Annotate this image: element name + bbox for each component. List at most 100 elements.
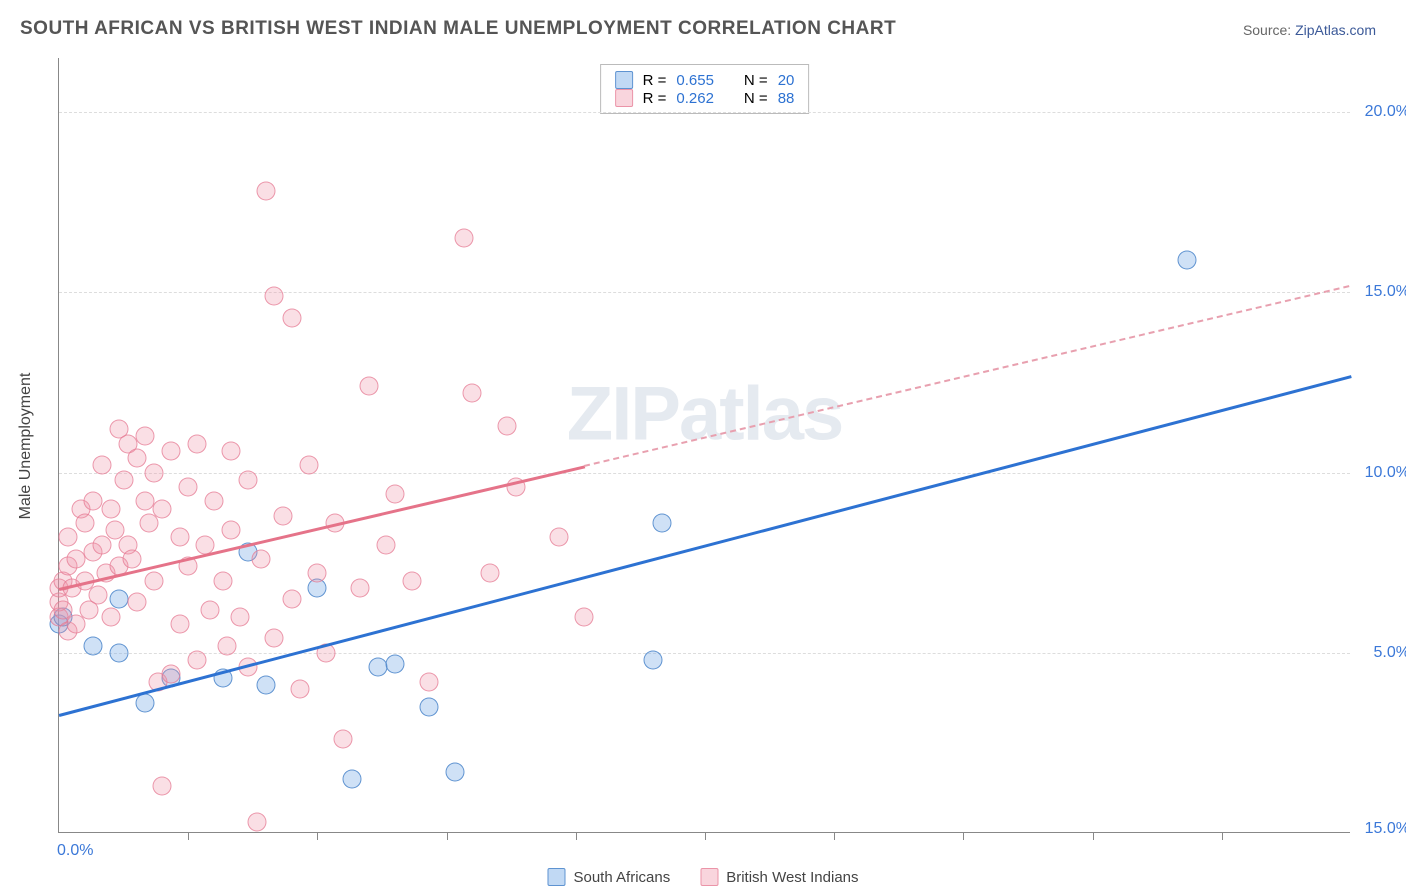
data-point <box>454 229 473 248</box>
data-point <box>114 470 133 489</box>
y-tick-label: 20.0% <box>1365 103 1406 121</box>
source-link[interactable]: ZipAtlas.com <box>1295 22 1376 38</box>
y-tick-label: 10.0% <box>1365 464 1406 482</box>
data-point <box>273 506 292 525</box>
data-point <box>93 456 112 475</box>
r-label: R = <box>643 72 667 89</box>
swatch-blue-icon <box>615 71 633 89</box>
data-point <box>153 777 172 796</box>
r-value-pink: 0.262 <box>676 90 714 107</box>
data-point <box>84 636 103 655</box>
data-point <box>420 672 439 691</box>
data-point <box>127 449 146 468</box>
x-tick <box>1222 832 1223 840</box>
r-value-blue: 0.655 <box>676 72 714 89</box>
data-point <box>200 600 219 619</box>
source-attribution: Source: ZipAtlas.com <box>1243 22 1376 38</box>
data-point <box>403 571 422 590</box>
data-point <box>480 564 499 583</box>
data-point <box>652 514 671 533</box>
data-point <box>282 308 301 327</box>
data-point <box>101 607 120 626</box>
data-point <box>136 694 155 713</box>
data-point <box>291 679 310 698</box>
n-value-blue: 20 <box>778 72 795 89</box>
data-point <box>187 650 206 669</box>
data-point <box>360 377 379 396</box>
data-point <box>463 384 482 403</box>
data-point <box>308 564 327 583</box>
data-point <box>446 762 465 781</box>
data-point <box>144 571 163 590</box>
data-point <box>385 485 404 504</box>
data-point <box>179 477 198 496</box>
data-point <box>230 607 249 626</box>
x-tick <box>188 832 189 840</box>
data-point <box>497 416 516 435</box>
r-label: R = <box>643 90 667 107</box>
legend-row-pink: R = 0.262 N = 88 <box>615 89 795 107</box>
data-point <box>342 769 361 788</box>
data-point <box>127 593 146 612</box>
data-point <box>170 614 189 633</box>
data-point <box>368 658 387 677</box>
data-point <box>265 286 284 305</box>
swatch-pink-icon <box>700 868 718 886</box>
data-point <box>136 492 155 511</box>
source-label: Source: <box>1243 22 1291 38</box>
x-tick <box>317 832 318 840</box>
grid-line <box>59 653 1350 654</box>
x-tick <box>705 832 706 840</box>
n-value-pink: 88 <box>778 90 795 107</box>
data-point <box>101 499 120 518</box>
legend-row-blue: R = 0.655 N = 20 <box>615 71 795 89</box>
data-point <box>213 571 232 590</box>
data-point <box>334 730 353 749</box>
data-point <box>170 528 189 547</box>
data-point <box>222 521 241 540</box>
y-axis-title: Male Unemployment <box>17 373 35 520</box>
plot-area: ZIPatlas R = 0.655 N = 20 R = 0.262 N = … <box>58 58 1350 833</box>
data-point <box>282 589 301 608</box>
data-point <box>144 463 163 482</box>
legend-item-south-africans: South Africans <box>547 868 670 886</box>
series-legend: South Africans British West Indians <box>547 868 858 886</box>
chart-title: SOUTH AFRICAN VS BRITISH WEST INDIAN MAL… <box>20 18 896 40</box>
correlation-legend-box: R = 0.655 N = 20 R = 0.262 N = 88 <box>600 64 810 114</box>
x-tick <box>447 832 448 840</box>
swatch-blue-icon <box>547 868 565 886</box>
data-point <box>256 182 275 201</box>
grid-line <box>59 292 1350 293</box>
data-point <box>88 586 107 605</box>
data-point <box>549 528 568 547</box>
data-point <box>153 499 172 518</box>
trend-line <box>584 285 1351 467</box>
data-point <box>420 697 439 716</box>
data-point <box>644 650 663 669</box>
legend-label: British West Indians <box>726 869 858 886</box>
data-point <box>351 578 370 597</box>
y-tick-label: 5.0% <box>1374 644 1406 662</box>
data-point <box>377 535 396 554</box>
legend-item-british-west-indians: British West Indians <box>700 868 858 886</box>
swatch-pink-icon <box>615 89 633 107</box>
x-tick-label-max: 15.0% <box>1365 820 1406 838</box>
data-point <box>205 492 224 511</box>
data-point <box>222 441 241 460</box>
grid-line <box>59 112 1350 113</box>
data-point <box>1178 250 1197 269</box>
data-point <box>161 441 180 460</box>
n-label: N = <box>744 90 768 107</box>
x-tick <box>834 832 835 840</box>
data-point <box>75 514 94 533</box>
data-point <box>265 629 284 648</box>
x-tick-label-min: 0.0% <box>57 842 93 860</box>
x-tick <box>576 832 577 840</box>
data-point <box>239 470 258 489</box>
n-label: N = <box>744 72 768 89</box>
data-point <box>67 550 86 569</box>
data-point <box>299 456 318 475</box>
x-tick <box>1093 832 1094 840</box>
x-tick <box>963 832 964 840</box>
y-tick-label: 15.0% <box>1365 283 1406 301</box>
